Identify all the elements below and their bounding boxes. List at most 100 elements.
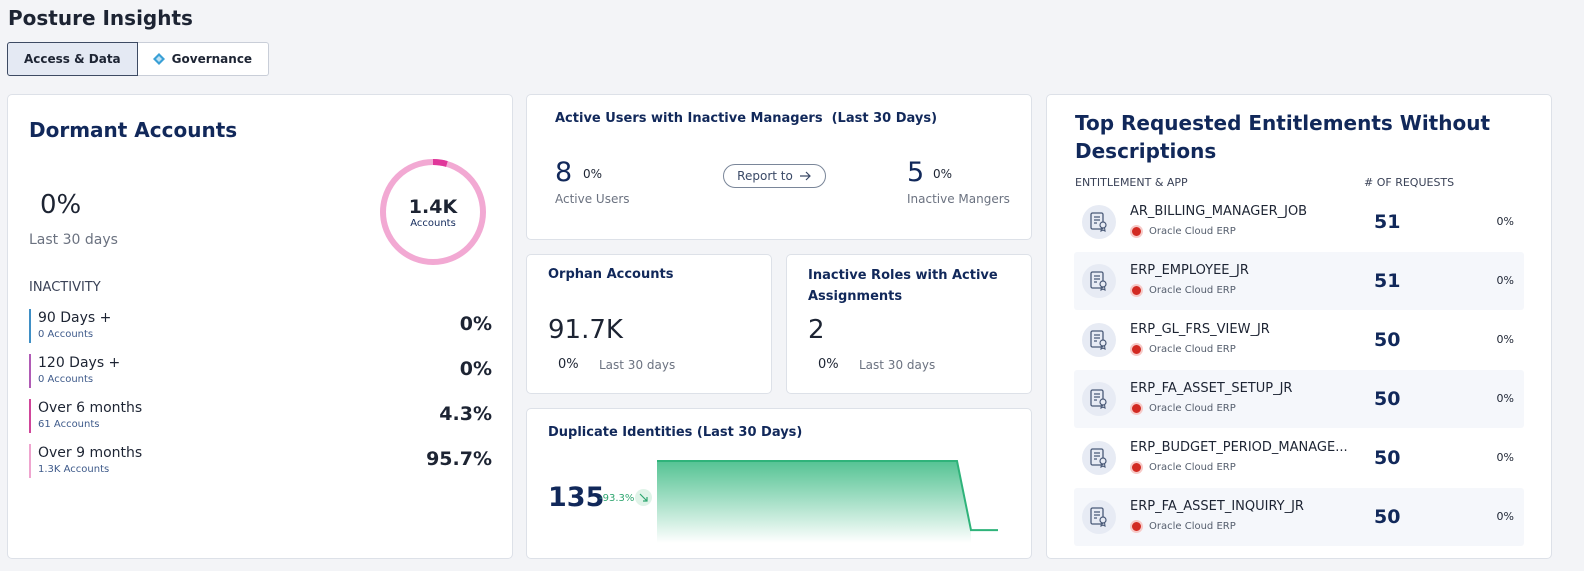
entitlement-app-label: Oracle Cloud ERP (1149, 403, 1236, 414)
donut-value: 1.4K (408, 195, 458, 218)
orphan-accounts-period: Last 30 days (599, 358, 676, 372)
inactivity-heading: INACTIVITY (29, 280, 101, 295)
entitlement-change: 0% (1496, 274, 1514, 287)
dormant-donut-chart (380, 159, 486, 265)
duplicate-identities-card: Duplicate Identities (Last 30 Days) 135 … (526, 408, 1032, 559)
entitlement-app: Oracle Cloud ERP (1130, 402, 1236, 415)
certificate-document-icon (1082, 264, 1116, 298)
entitlement-row[interactable]: ERP_GL_FRS_VIEW_JR Oracle Cloud ERP 50 0% (1074, 311, 1524, 369)
dormant-change: 0% (40, 190, 82, 220)
entitlements-title: Top Requested Entitlements Without Descr… (1075, 111, 1491, 163)
orphan-accounts-value: 91.7K (548, 315, 623, 345)
governance-diamond-icon (152, 53, 165, 65)
entitlement-change: 0% (1496, 392, 1514, 405)
certificate-document-icon (1082, 323, 1116, 357)
oracle-logo-icon (1130, 284, 1143, 297)
entitlement-row[interactable]: AR_BILLING_MANAGER_JOB Oracle Cloud ERP 51… (1074, 193, 1524, 251)
inactivity-row-90: 90 Days + 0 Accounts 0% (29, 308, 492, 344)
orphan-accounts-card: Orphan Accounts 91.7K 0% Last 30 days (526, 254, 772, 394)
inactivity-label: Over 6 months (38, 400, 143, 416)
active-users-title: Active Users with Inactive Managers (Las… (555, 111, 938, 126)
inactivity-label: 90 Days + (38, 310, 112, 326)
entitlement-requests: 50 (1374, 447, 1401, 469)
inactivity-label: 120 Days + (38, 355, 121, 371)
duplicate-identities-value: 135 (548, 482, 605, 513)
inactive-managers-count: 5 (907, 157, 925, 188)
entitlement-requests: 50 (1374, 506, 1401, 528)
inactive-managers-label: Inactive Mangers (907, 192, 1010, 206)
active-users-label: Active Users (555, 192, 630, 206)
report-to-label: Report to (737, 169, 793, 183)
inactivity-value: 0% (459, 358, 492, 380)
entitlement-app-label: Oracle Cloud ERP (1149, 462, 1236, 473)
entitlement-name: ERP_FA_ASSET_SETUP_JR (1130, 381, 1293, 396)
entitlement-app-label: Oracle Cloud ERP (1149, 521, 1236, 532)
column-header-entitlement: ENTITLEMENT & APP (1075, 176, 1188, 189)
arrow-right-icon (799, 171, 811, 181)
inactivity-bar (29, 399, 31, 433)
entitlement-app-label: Oracle Cloud ERP (1149, 226, 1236, 237)
oracle-logo-icon (1130, 402, 1143, 415)
inactive-roles-period: Last 30 days (859, 358, 936, 372)
entitlement-requests: 51 (1374, 270, 1401, 292)
certificate-document-icon (1082, 441, 1116, 475)
inactivity-bar (29, 444, 31, 478)
entitlement-app-label: Oracle Cloud ERP (1149, 285, 1236, 296)
inactivity-accounts: 61 Accounts (38, 419, 100, 430)
report-to-button[interactable]: Report to (723, 164, 826, 188)
inactive-managers-change: 0% (933, 167, 953, 181)
entitlement-name: ERP_EMPLOYEE_JR (1130, 263, 1249, 278)
inactivity-value: 95.7% (426, 448, 492, 470)
inactivity-accounts: 0 Accounts (38, 374, 94, 385)
entitlement-requests: 50 (1374, 329, 1401, 351)
orphan-accounts-change: 0% (558, 357, 579, 372)
duplicate-identities-change: -93.3% (599, 493, 635, 504)
entitlement-app: Oracle Cloud ERP (1130, 520, 1236, 533)
dormant-accounts-card: Dormant Accounts 0% Last 30 days 1.4K Ac… (7, 94, 513, 559)
oracle-logo-icon (1130, 461, 1143, 474)
inactivity-row-120: 120 Days + 0 Accounts 0% (29, 353, 492, 389)
tab-access-data[interactable]: Access & Data (7, 42, 138, 76)
inactivity-value: 0% (459, 313, 492, 335)
oracle-logo-icon (1130, 343, 1143, 356)
inactive-roles-value: 2 (808, 315, 825, 345)
tab-access-data-label: Access & Data (24, 52, 121, 66)
inactivity-label: Over 9 months (38, 445, 143, 461)
inactive-roles-title: Inactive Roles with Active Assignments (808, 268, 998, 304)
orphan-accounts-title: Orphan Accounts (548, 267, 674, 282)
area-fill (657, 461, 971, 543)
inactivity-row-6m: Over 6 months 61 Accounts 4.3% (29, 398, 492, 434)
donut-center: 1.4K Accounts (378, 157, 488, 267)
entitlement-change: 0% (1496, 215, 1514, 228)
dormant-period: Last 30 days (29, 232, 118, 248)
inactivity-bar (29, 309, 31, 343)
entitlement-name: ERP_BUDGET_PERIOD_MANAGE... (1130, 440, 1348, 455)
duplicate-identities-area-chart (657, 460, 998, 543)
entitlement-row[interactable]: ERP_FA_ASSET_INQUIRY_JR Oracle Cloud ERP 5… (1074, 488, 1524, 546)
entitlement-name: ERP_FA_ASSET_INQUIRY_JR (1130, 499, 1304, 514)
entitlement-row[interactable]: ERP_BUDGET_PERIOD_MANAGE... Oracle Cloud … (1074, 429, 1524, 487)
inactive-roles-card: Inactive Roles with Active Assignments 2… (786, 254, 1032, 394)
active-users-change: 0% (583, 167, 603, 181)
page-title: Posture Insights (8, 6, 193, 30)
tab-governance[interactable]: Governance (137, 42, 270, 76)
duplicate-identities-title: Duplicate Identities (Last 30 Days) (548, 425, 803, 440)
entitlements-card: Top Requested Entitlements Without Descr… (1046, 94, 1552, 559)
entitlement-row[interactable]: ERP_EMPLOYEE_JR Oracle Cloud ERP 51 0% (1074, 252, 1524, 310)
donut-accent-arc (380, 159, 486, 265)
oracle-logo-icon (1130, 520, 1143, 533)
entitlement-app: Oracle Cloud ERP (1130, 461, 1236, 474)
entitlement-app: Oracle Cloud ERP (1130, 225, 1236, 238)
donut-label: Accounts (410, 217, 456, 229)
certificate-document-icon (1082, 382, 1116, 416)
entitlement-change: 0% (1496, 510, 1514, 523)
inactive-roles-change: 0% (818, 357, 839, 372)
entitlement-requests: 51 (1374, 211, 1401, 233)
active-users-count: 8 (555, 157, 573, 188)
tab-governance-label: Governance (171, 52, 253, 66)
entitlement-row[interactable]: ERP_FA_ASSET_SETUP_JR Oracle Cloud ERP 50 0… (1074, 370, 1524, 428)
inactivity-row-9m: Over 9 months 1.3K Accounts 95.7% (29, 443, 492, 479)
active-users-card: Active Users with Inactive Managers (Las… (526, 94, 1032, 240)
column-header-requests: # OF REQUESTS (1364, 176, 1455, 189)
inactivity-bar (29, 354, 31, 388)
